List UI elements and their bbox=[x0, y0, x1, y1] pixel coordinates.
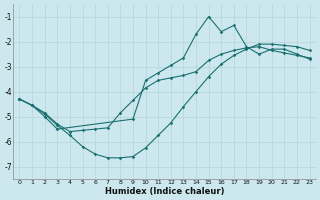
X-axis label: Humidex (Indice chaleur): Humidex (Indice chaleur) bbox=[105, 187, 224, 196]
